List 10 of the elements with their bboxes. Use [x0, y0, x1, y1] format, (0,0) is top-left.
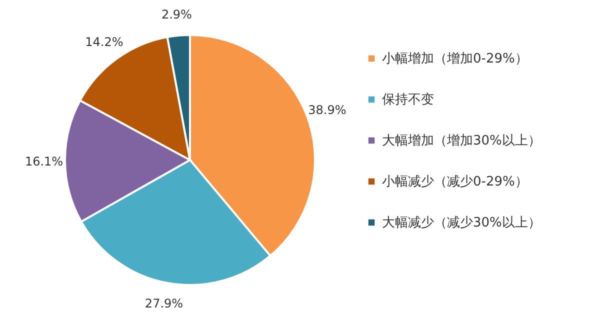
data-label: 16.1% — [24, 154, 64, 168]
legend-label: 保持不变 — [382, 92, 434, 108]
legend-label: 大幅增加（增加30%以上） — [382, 134, 541, 148]
legend-label: 大幅减少（减少30%以上） — [382, 216, 541, 230]
data-label: 38.9% — [308, 103, 346, 118]
data-label: 27.9% — [144, 296, 184, 311]
legend-label: 小幅增加（增加0-29%） — [382, 52, 528, 66]
data-label: 14.2% — [85, 34, 124, 49]
legend-label: 小幅减少（减少0-29%） — [382, 174, 528, 190]
data-label: 2.9% — [161, 8, 192, 22]
